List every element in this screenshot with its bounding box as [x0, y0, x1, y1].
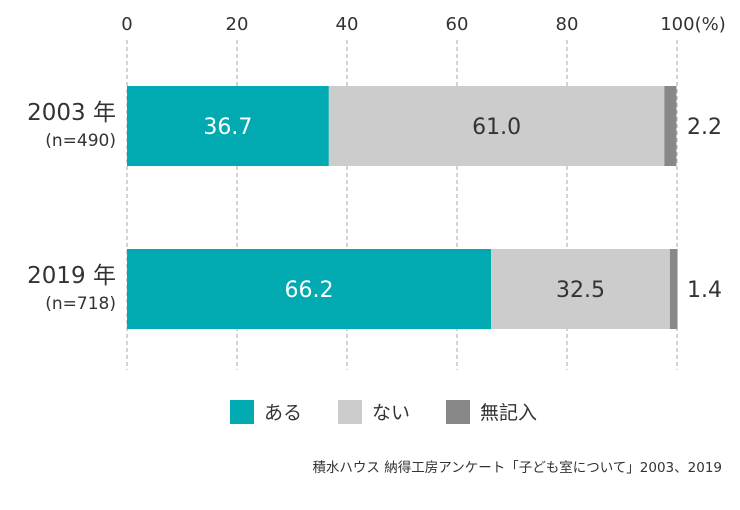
category-sublabel-1: (n=718): [45, 294, 116, 314]
x-tick-label-60: 60: [446, 14, 469, 35]
legend-label-aru: ある: [264, 402, 303, 424]
bar-0-1: [328, 86, 665, 166]
x-tick-label-80: 80: [556, 14, 579, 35]
data-label-0-0: 36.7: [203, 115, 252, 140]
x-tick-label-100: 100(%): [660, 14, 726, 35]
legend-item-mukinyu: 無記入: [446, 398, 537, 425]
x-tick-label-20: 20: [226, 14, 249, 35]
category-label-0: 2003 年: [27, 100, 116, 126]
legend-swatch-nai: [338, 399, 363, 424]
legend-item-nai: ない: [338, 398, 410, 425]
legend-swatch-aru: [230, 399, 254, 424]
stacked-bar-chart: 0 20 40 60 80 100(%) 36.7 61.0 2.2 2003 年 (n=490) 6…: [27, 14, 726, 370]
legend-label-mukinyu: 無記入: [480, 402, 538, 424]
data-label-1-2: 1.4: [687, 278, 722, 303]
legend-label-nai: ない: [372, 402, 411, 424]
data-label-0-1: 61.0: [472, 115, 521, 140]
data-label-1-1: 32.5: [556, 278, 605, 303]
legend-item-aru: ある: [230, 398, 302, 425]
x-tick-label-40: 40: [336, 14, 359, 35]
legend-swatch-mukinyu: [446, 399, 471, 424]
bar-1-1: [491, 249, 670, 329]
data-label-1-0: 66.2: [285, 278, 334, 303]
bar-0-2: [664, 86, 677, 166]
source-note: 積水ハウス 納得工房アンケート「子ども室について」2003、2019: [312, 460, 722, 476]
data-label-0-2: 2.2: [687, 115, 722, 140]
category-label-1: 2019 年: [27, 263, 116, 289]
bar-0-0: [127, 86, 329, 166]
x-tick-label-0: 0: [121, 14, 132, 35]
legend: ある ない 無記入: [230, 398, 537, 425]
bar-1-0: [127, 249, 492, 329]
category-sublabel-0: (n=490): [45, 131, 116, 151]
bar-1-2: [669, 249, 678, 329]
